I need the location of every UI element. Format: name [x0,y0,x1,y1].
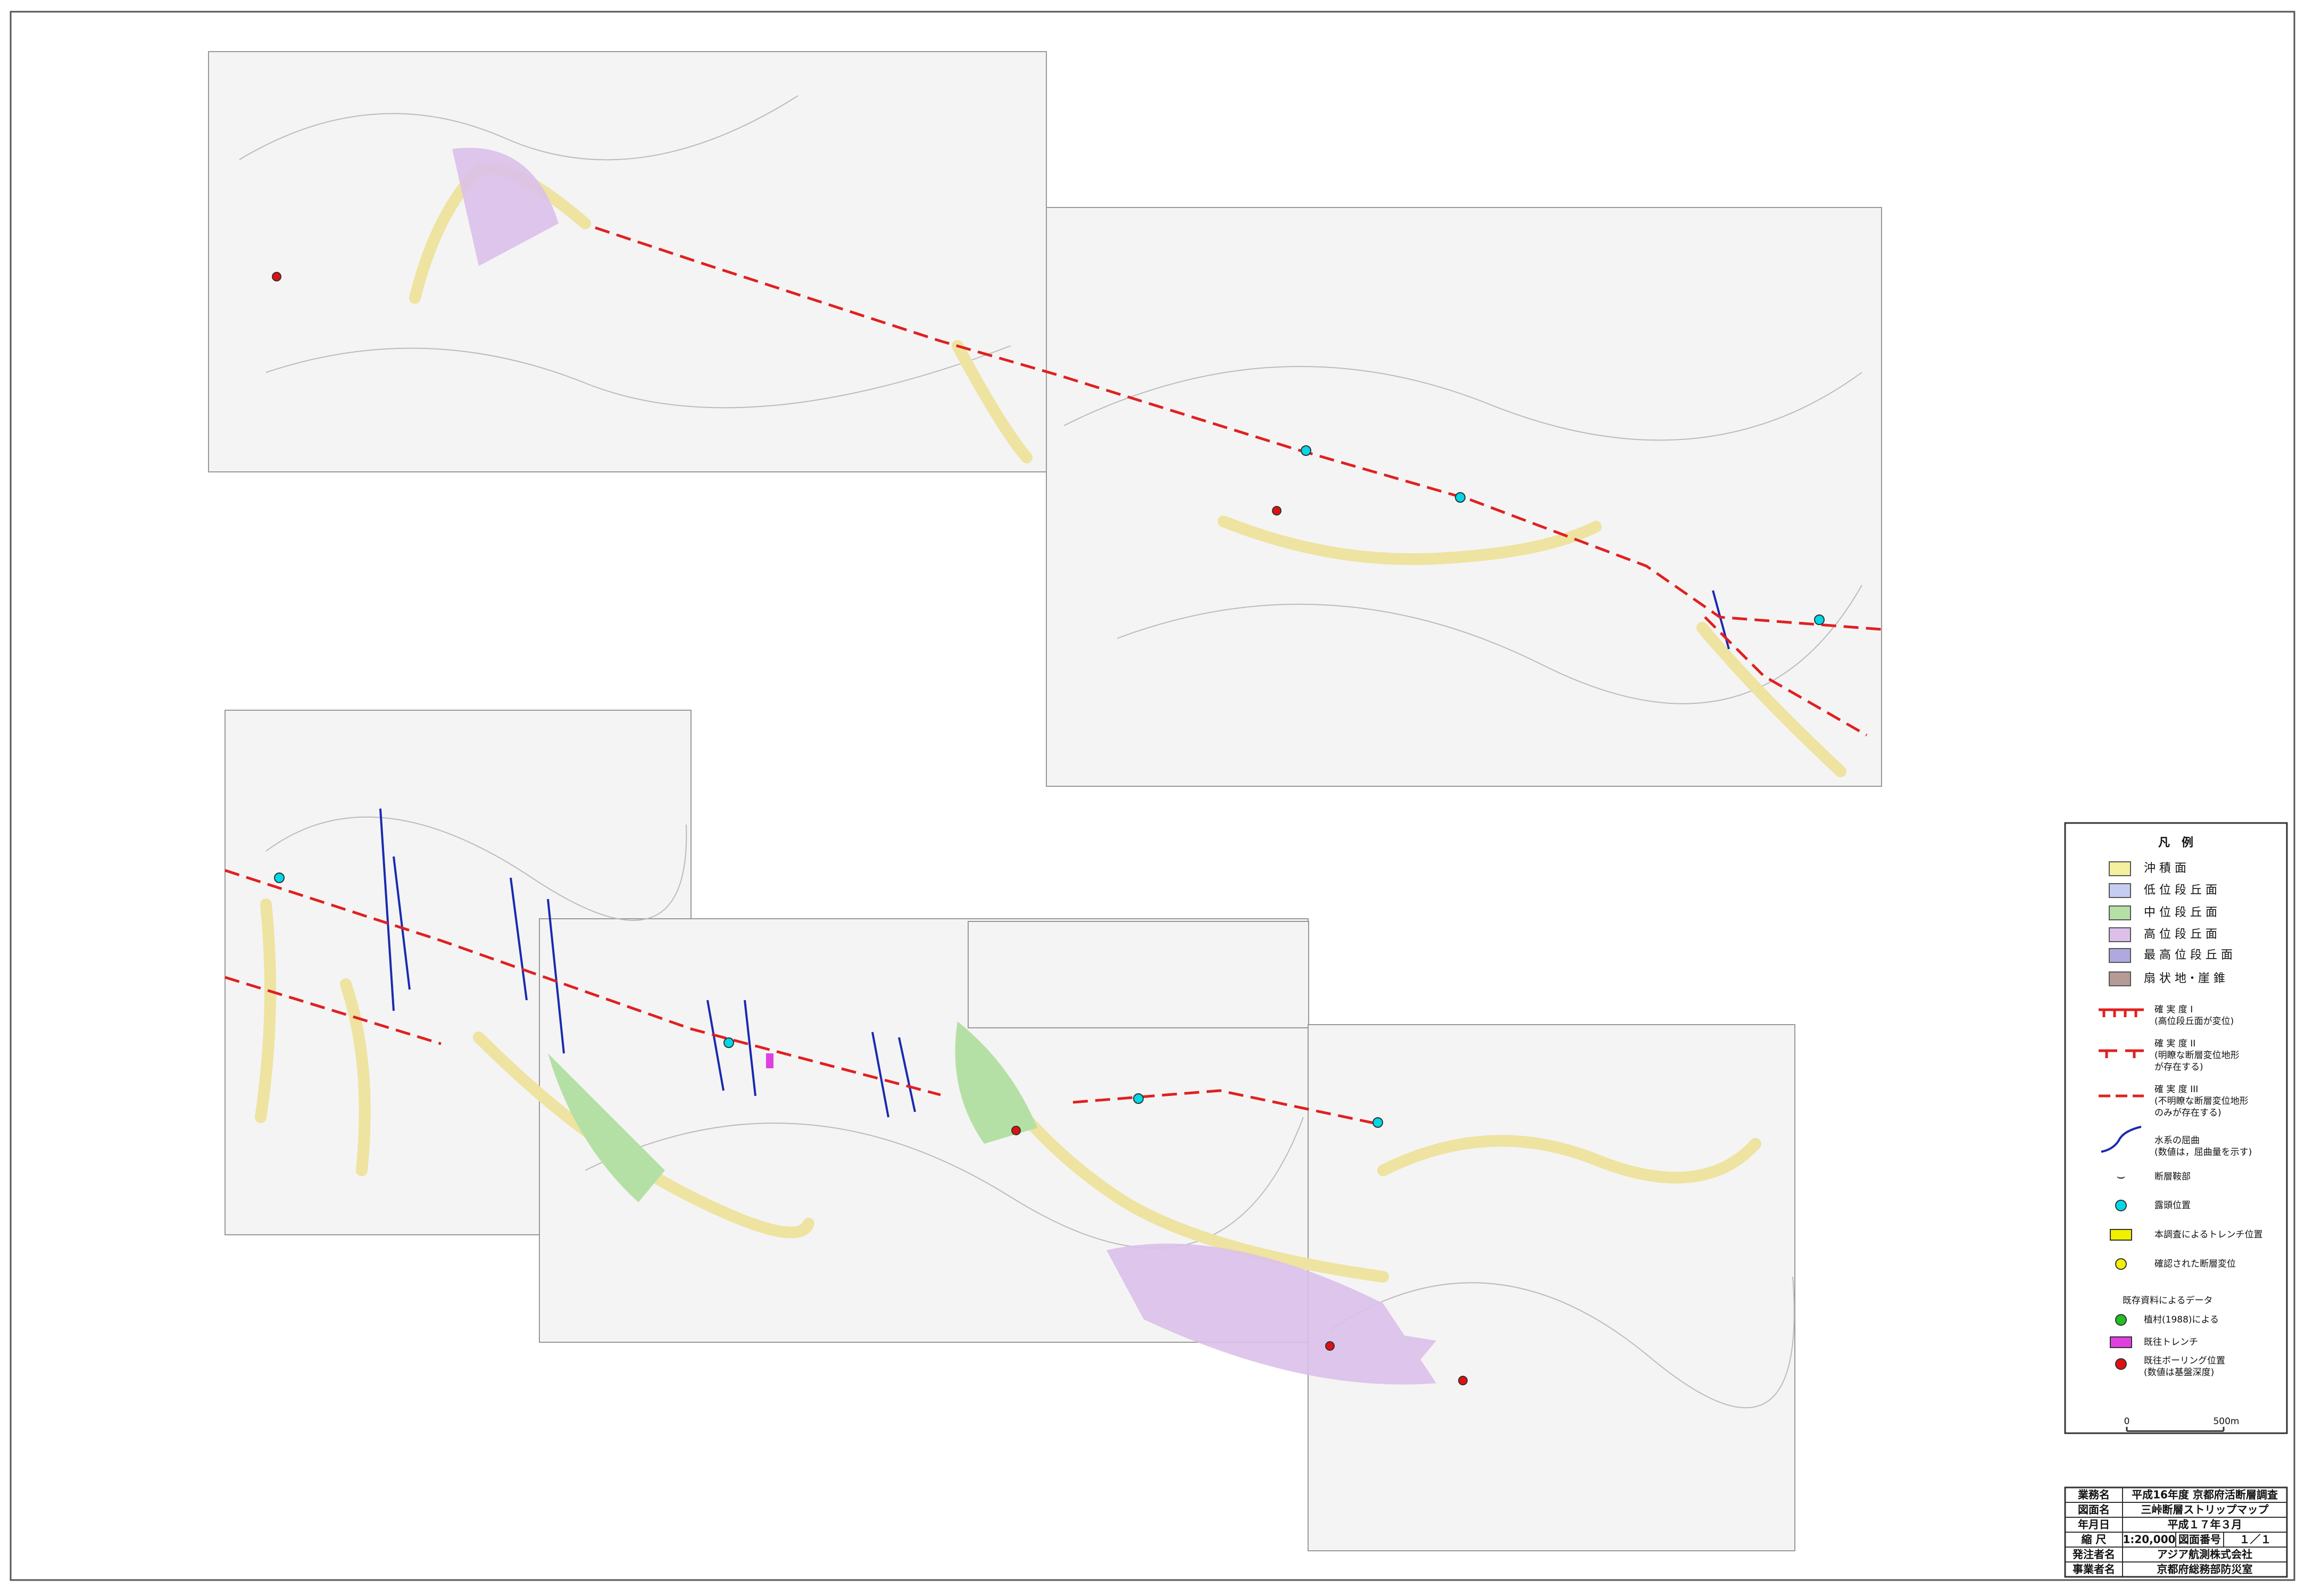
legend-note: (数値は基盤深度) [2144,1367,2214,1378]
legend-note: (数値は，屈曲量を示す) [2154,1147,2252,1158]
title-block-cell: 縮 尺 [2082,1533,2107,1546]
legend-label: 沖 積 面 [2144,862,2186,875]
map-panels [208,51,1882,1551]
sheet-border [10,11,2295,1581]
legend-note: が存在する) [2154,1062,2203,1073]
title-block-cell: 平成16年度 京都府活断層調査 [2132,1489,2278,1501]
title-block-cell: 1:20,000 [2123,1533,2175,1546]
title-block-cell: 業務名 [2078,1489,2110,1501]
legend-note: (明瞭な断層変位地形 [2154,1050,2240,1061]
scale-label: 500m [2213,1416,2239,1427]
title-block-cell: 平成１７年３月 [2168,1518,2242,1531]
legend-label: 確 実 度 I [2154,1004,2193,1015]
title-block-cell: 図面名 [2078,1503,2110,1516]
title-block-cell: １／１ [2240,1533,2271,1546]
title-block-cell: アジア航測株式会社 [2157,1548,2252,1561]
title-block-cell: 事業者名 [2073,1563,2115,1576]
svg-text:⌣: ⌣ [2116,1169,2125,1185]
legend-label: 水系の屈曲 [2154,1135,2200,1146]
title-block-cell: 年月日 [2078,1518,2110,1531]
legend-label: 低 位 段 丘 面 [2144,884,2217,897]
legend-label: 確認された断層変位 [2154,1259,2236,1269]
legend-label: 既往ボーリング位置 [2144,1356,2225,1366]
legend-subtitle: 既存資料によるデータ [2123,1295,2213,1306]
legend-label: 中 位 段 丘 面 [2144,906,2217,919]
scale-label: 0 [2124,1416,2130,1427]
title-block-cell: 京都府総務部防災室 [2157,1563,2253,1576]
legend-label: 本調査によるトレンチ位置 [2154,1229,2263,1240]
legend-note: のみが存在する) [2154,1108,2221,1118]
legend-note: (不明瞭な断層変位地形 [2154,1096,2249,1107]
title-block-cell: 図面番号 [2178,1533,2221,1546]
legend-label: 既往トレンチ [2144,1337,2198,1348]
legend-label: 露頭位置 [2154,1200,2191,1211]
legend-label: 扇 状 地・崖 錐 [2144,972,2225,985]
legend-label: 高 位 段 丘 面 [2144,928,2217,941]
legend-label: 確 実 度 III [2154,1084,2198,1095]
scale-bar: 0 500m [2124,1416,2240,1432]
legend-note: (高位段丘面が変位) [2154,1016,2234,1027]
legend-title: 凡 例 [2158,836,2193,850]
legend-label: 確 実 度 II [2154,1038,2195,1049]
title-block-cell: 発注者名 [2072,1548,2115,1561]
title-block-cell: 三峠断層ストリップマップ [2141,1503,2269,1516]
legend-label: 断層鞍部 [2154,1171,2191,1182]
legend-label: 最 高 位 段 丘 面 [2144,949,2233,962]
legend-label: 植村(1988)による [2144,1315,2219,1325]
legend: 凡 例 沖 積 面 低 位 段 丘 面 中 位 段 丘 面 高 位 段 丘 面 … [2064,822,2288,1434]
